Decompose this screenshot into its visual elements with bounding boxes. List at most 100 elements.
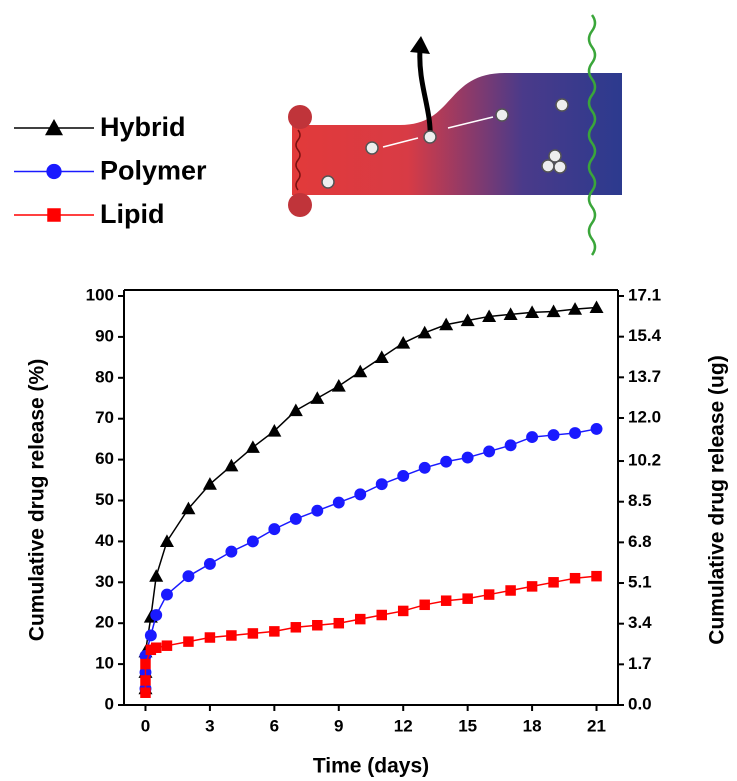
marker: [570, 573, 581, 584]
x-axis-title: Time (days): [313, 755, 429, 778]
y2-tick-label: 8.5: [628, 491, 652, 510]
y2-tick-label: 3.4: [628, 613, 652, 632]
schematic: [288, 15, 622, 255]
marker: [247, 535, 259, 547]
legend-label: Lipid: [100, 199, 164, 229]
marker: [149, 569, 163, 582]
marker: [354, 488, 366, 500]
marker: [289, 404, 303, 417]
x-tick-label: 15: [458, 716, 477, 735]
y2-tick-label: 5.1: [628, 573, 652, 592]
y2-tick-label: 0.0: [628, 694, 652, 713]
marker: [396, 336, 410, 349]
y2-tick-label: 6.8: [628, 532, 652, 551]
marker: [291, 622, 302, 633]
y-axis-title: Cumulative drug release (%): [26, 359, 49, 641]
y2-axis-title: Cumulative drug release (ug): [706, 355, 729, 644]
marker: [151, 642, 162, 653]
marker: [569, 427, 581, 439]
marker: [47, 208, 61, 222]
marker: [398, 606, 409, 617]
marker: [419, 462, 431, 474]
marker: [140, 675, 151, 686]
marker: [268, 523, 280, 535]
marker: [269, 626, 280, 637]
chart: Time (days) Cumulative drug release (%) …: [0, 0, 737, 781]
y-tick-label: 20: [95, 613, 114, 632]
marker: [591, 423, 603, 435]
marker: [376, 478, 388, 490]
marker: [182, 570, 194, 582]
marker: [226, 630, 237, 641]
marker: [483, 445, 495, 457]
x-tick-label: 9: [334, 716, 343, 735]
x-tick-label: 21: [587, 716, 606, 735]
y-tick-label: 80: [95, 367, 114, 386]
marker: [376, 610, 387, 621]
marker: [418, 326, 432, 339]
marker: [590, 300, 604, 313]
marker: [290, 513, 302, 525]
y-tick-label: 30: [95, 572, 114, 591]
marker: [161, 589, 173, 601]
marker: [140, 659, 151, 670]
nanoparticle-body: [292, 73, 622, 195]
marker: [462, 452, 474, 464]
x-tick-label: 18: [523, 716, 542, 735]
y2-tick-label: 13.7: [628, 367, 661, 386]
series-line: [145, 307, 596, 688]
y2-tick-label: 17.1: [628, 285, 661, 304]
x-tick-label: 6: [270, 716, 279, 735]
marker: [505, 585, 516, 596]
marker: [310, 391, 324, 404]
series: [140, 571, 602, 698]
marker: [140, 687, 151, 698]
legend-label: Hybrid: [100, 112, 186, 142]
marker: [333, 497, 345, 509]
marker: [312, 620, 323, 631]
marker: [311, 505, 323, 517]
y2-tick-label: 1.7: [628, 654, 652, 673]
marker: [248, 628, 259, 639]
lipid-head: [288, 193, 312, 217]
y-tick-label: 70: [95, 408, 114, 427]
series: [140, 423, 603, 695]
marker: [355, 614, 366, 625]
marker: [225, 546, 237, 558]
x-tick-label: 12: [394, 716, 413, 735]
marker: [526, 431, 538, 443]
marker: [45, 119, 63, 135]
lipid-head: [288, 105, 312, 129]
marker: [246, 440, 260, 453]
legend-label: Polymer: [100, 156, 207, 186]
marker: [591, 571, 602, 582]
marker: [150, 609, 162, 621]
marker: [462, 593, 473, 604]
y2-tick-label: 10.2: [628, 451, 661, 470]
marker: [183, 636, 194, 647]
marker: [162, 640, 173, 651]
marker: [441, 595, 452, 606]
marker: [205, 632, 216, 643]
series-line: [145, 429, 596, 689]
marker: [353, 365, 367, 378]
marker: [484, 589, 495, 600]
y-tick-label: 0: [105, 694, 114, 713]
marker: [334, 618, 345, 629]
marker: [548, 429, 560, 441]
marker: [46, 164, 61, 179]
marker: [375, 350, 389, 363]
marker: [332, 379, 346, 392]
y2-tick-label: 12.0: [628, 407, 661, 426]
marker: [145, 630, 157, 642]
y-tick-label: 90: [95, 326, 114, 345]
y2-tick-label: 15.4: [628, 326, 662, 345]
marker: [548, 577, 559, 588]
marker: [204, 558, 216, 570]
y-tick-label: 40: [95, 531, 114, 550]
y-tick-label: 10: [95, 654, 114, 673]
marker: [440, 456, 452, 468]
marker: [419, 600, 430, 611]
x-tick-label: 0: [141, 716, 150, 735]
y-tick-label: 100: [86, 285, 114, 304]
